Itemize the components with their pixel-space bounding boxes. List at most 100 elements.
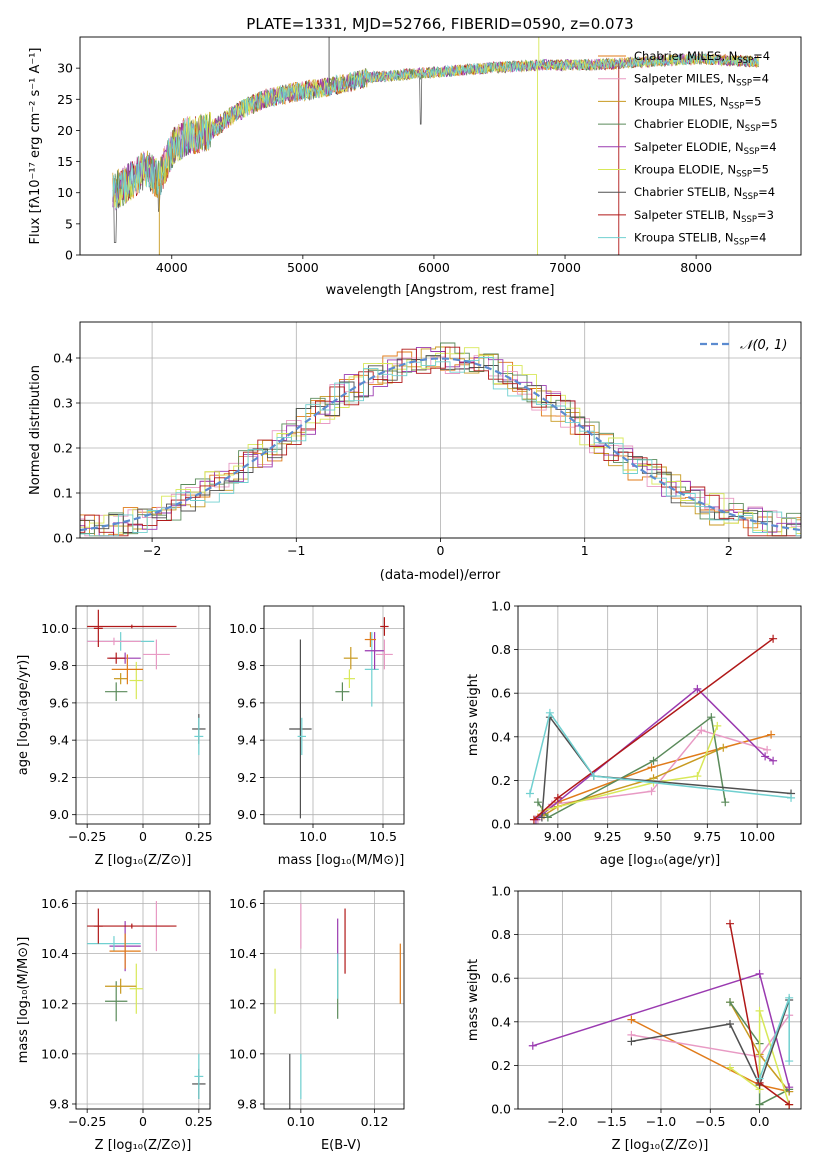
y-tick-label: 10.0 [41, 1046, 69, 1061]
y-tick-label: 10.2 [41, 996, 69, 1011]
mass-weight-vs-Z-plot [528, 919, 794, 1109]
x-tick-label: 0 [139, 829, 147, 844]
y-tick-label: 10.0 [41, 621, 69, 636]
mass-vs-Z-axes [72, 891, 210, 1113]
weight-marker [767, 730, 776, 739]
weight-marker [755, 1074, 764, 1083]
x-tick-label: −2.0 [547, 1114, 577, 1129]
x-tick-label: 9.50 [644, 829, 672, 844]
x-tick-label: 7000 [549, 260, 581, 275]
weight-marker [529, 815, 538, 824]
y-tick-label: 9.2 [49, 770, 69, 785]
mass-vs-EBV-axes [260, 891, 404, 1113]
legend-entry: Chabrier MILES, NSSP=4 [634, 49, 770, 66]
residuals-plot [80, 342, 801, 537]
legend-entry: Salpeter MILES, NSSP=4 [634, 72, 769, 89]
histogram-series [80, 346, 801, 537]
histogram-frame [79, 321, 802, 539]
y-tick-label: 0.0 [491, 1102, 511, 1117]
y-tick-label: 10 [57, 185, 73, 200]
weight-marker [726, 1019, 735, 1028]
age-vs-mass-frame [263, 605, 405, 825]
normal-legend-label: 𝒩(0, 1) [740, 338, 787, 353]
y-tick-label: 0.2 [491, 1058, 511, 1073]
x-tick-label: 0.25 [185, 1114, 213, 1129]
mass-weight-vs-age-ylabel: mass weight [466, 674, 481, 756]
weight-marker [647, 763, 656, 772]
mass-weight-vs-age-plot [525, 634, 796, 824]
y-tick-label: 0.4 [491, 1014, 511, 1029]
mass-weight-vs-Z-ylabel: mass weight [466, 959, 481, 1041]
x-tick-label: 9.75 [693, 829, 721, 844]
legend-entry: Kroupa STELIB, NSSP=4 [634, 231, 766, 248]
age-vs-Z-axes [72, 606, 210, 828]
y-tick-label: 9.8 [49, 658, 69, 673]
mass-vs-EBV-xlabel: E(B-V) [321, 1138, 361, 1153]
legend-entry: Salpeter ELODIE, NSSP=4 [634, 140, 777, 157]
weight-marker [528, 1041, 537, 1050]
x-tick-label: 9.25 [594, 829, 622, 844]
y-tick-label: 10.6 [229, 896, 257, 911]
y-tick-label: 1.0 [491, 599, 511, 614]
y-tick-label: 0 [65, 248, 73, 263]
x-tick-label: 10.5 [369, 829, 397, 844]
weight-marker [589, 772, 598, 781]
x-tick-label: 4000 [156, 260, 188, 275]
weight-marker [627, 1015, 636, 1024]
weight-marker [726, 998, 735, 1007]
weight-marker [693, 684, 702, 693]
weight-marker [755, 1006, 764, 1015]
weight-series-line [543, 747, 724, 816]
y-tick-label: 15 [57, 154, 73, 169]
age-vs-mass-axes [260, 606, 404, 828]
weight-marker [649, 756, 658, 765]
weight-marker [627, 1037, 636, 1046]
weight-marker [769, 756, 778, 765]
weight-marker [763, 745, 772, 754]
y-tick-label: 9.0 [237, 807, 257, 822]
y-tick-label: 9.4 [49, 733, 69, 748]
weight-marker [697, 726, 706, 735]
weight-marker [553, 793, 562, 802]
histogram-series [80, 346, 801, 537]
x-tick-label: 0 [139, 1114, 147, 1129]
y-tick-label: 0.1 [53, 486, 73, 501]
weight-marker [755, 1100, 764, 1109]
weight-marker [785, 1100, 794, 1109]
y-tick-label: 10.2 [229, 996, 257, 1011]
x-tick-label: 6000 [418, 260, 450, 275]
x-tick-label: 8000 [680, 260, 712, 275]
weight-marker [785, 1083, 794, 1092]
x-tick-label: −2 [143, 543, 161, 558]
weight-marker [647, 787, 656, 796]
mass-vs-EBV-plot [274, 903, 401, 1109]
legend-entry: Kroupa ELODIE, NSSP=5 [634, 163, 769, 180]
weight-marker [693, 772, 702, 781]
x-tick-label: 0.12 [361, 1114, 389, 1129]
y-tick-label: 0.8 [491, 642, 511, 657]
age-vs-Z-plot [87, 609, 206, 756]
mass-weight-vs-Z-frame [517, 890, 802, 1110]
y-tick-label: 0.6 [491, 686, 511, 701]
histogram-series [80, 355, 801, 537]
weight-marker [533, 798, 542, 807]
histogram-xlabel: (data-model)/error [380, 568, 501, 583]
x-tick-label: 5000 [287, 260, 319, 275]
weight-marker [525, 789, 534, 798]
y-tick-label: 9.8 [237, 1096, 257, 1111]
histogram-ylabel: Normed distribution [28, 365, 43, 495]
weight-marker [719, 743, 728, 752]
y-tick-label: 10.4 [41, 946, 69, 961]
legend-entry: Kroupa MILES, NSSP=5 [634, 94, 761, 111]
y-tick-label: 9.8 [49, 1096, 69, 1111]
normal-curve [80, 357, 801, 532]
x-tick-label: 0.25 [185, 829, 213, 844]
y-tick-label: 0.2 [53, 441, 73, 456]
y-tick-label: 9.2 [237, 770, 257, 785]
y-tick-label: 9.4 [237, 733, 257, 748]
x-tick-label: 0.10 [287, 1114, 315, 1129]
histogram-series [80, 347, 801, 537]
histogram-series [80, 357, 801, 537]
x-tick-label: −1 [287, 543, 305, 558]
spectrum-ylabel: Flux [fλ10⁻¹⁷ erg cm⁻² s⁻¹ A⁻¹] [28, 48, 43, 245]
